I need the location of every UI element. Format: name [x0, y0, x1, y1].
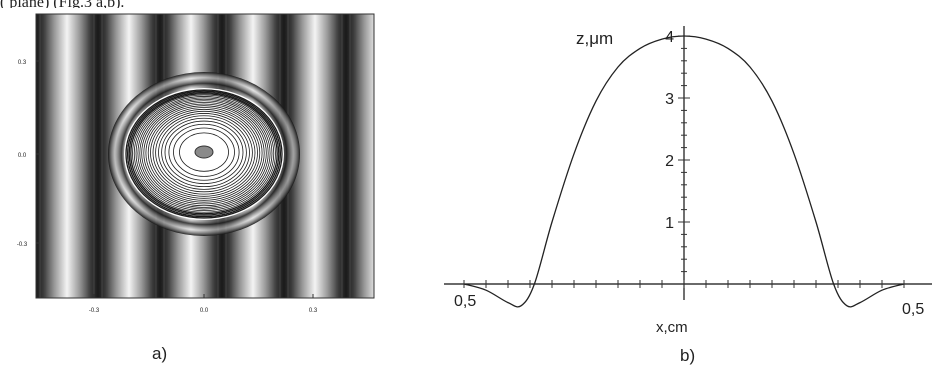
concentric-rings [125, 89, 283, 219]
x-axis-label: x,cm [656, 319, 688, 336]
y-tick-label: 3 [665, 91, 674, 108]
y-tick-label: -0.3 [17, 242, 28, 248]
fringe-ring [137, 98, 271, 208]
fringe-ring [147, 107, 261, 199]
y-tick-label: 1 [665, 215, 674, 232]
fringe-ring [145, 105, 263, 201]
top-caption-text: ( plane) (Fig.3 a,b). [0, 0, 520, 8]
y-tick-label: 0.0 [18, 153, 27, 159]
figure-a: 0.3 0.0 -0.3 -0.3 0.0 0.3 [0, 0, 400, 374]
fringe-ring [141, 101, 267, 205]
fringe-ring [164, 120, 244, 185]
y-axis-label: z,μm [576, 29, 613, 48]
y-tick-label: 2 [665, 153, 674, 170]
x-right-tick-label: 0,5 [902, 301, 924, 318]
fringe-ring [168, 123, 240, 181]
x-axis-ticks: -0.3 0.0 0.3 [89, 294, 318, 314]
fringe-ring [132, 94, 276, 213]
x-tick-label: 0.3 [309, 308, 318, 314]
fringe-ring [128, 91, 280, 216]
fringe-ring [139, 100, 269, 207]
fringe-ring [158, 115, 250, 190]
fringe-ring [161, 117, 247, 188]
plot-frame [35, 13, 375, 299]
y-axis-ticks: 0.3 0.0 -0.3 [17, 60, 40, 248]
x-axis-minor-ticks [463, 280, 905, 288]
fringe-ring [150, 108, 258, 197]
fringe-ring [126, 90, 282, 218]
x-tick-label: 0.0 [200, 308, 209, 314]
figure-a-label: a) [152, 344, 168, 363]
interferogram-plot: 0.3 0.0 -0.3 -0.3 0.0 0.3 [17, 13, 375, 314]
profile-line [463, 35, 905, 308]
fringe-field [36, 14, 374, 298]
x-tick-label: -0.3 [89, 308, 100, 314]
y-tick-label: 0.3 [18, 60, 27, 66]
fringe-ring [179, 132, 229, 172]
fringe-ring [125, 89, 283, 219]
x-left-tick-label: 0,5 [454, 293, 476, 310]
fringe-ring [130, 93, 278, 215]
fringe-ring [173, 127, 235, 177]
figure-b-label: b) [680, 346, 696, 365]
fringe-ring [143, 103, 265, 203]
fringe-ring [133, 96, 275, 212]
fringe-ring [152, 110, 256, 195]
fringe-ring [155, 113, 253, 193]
fringe-ring [135, 97, 273, 210]
